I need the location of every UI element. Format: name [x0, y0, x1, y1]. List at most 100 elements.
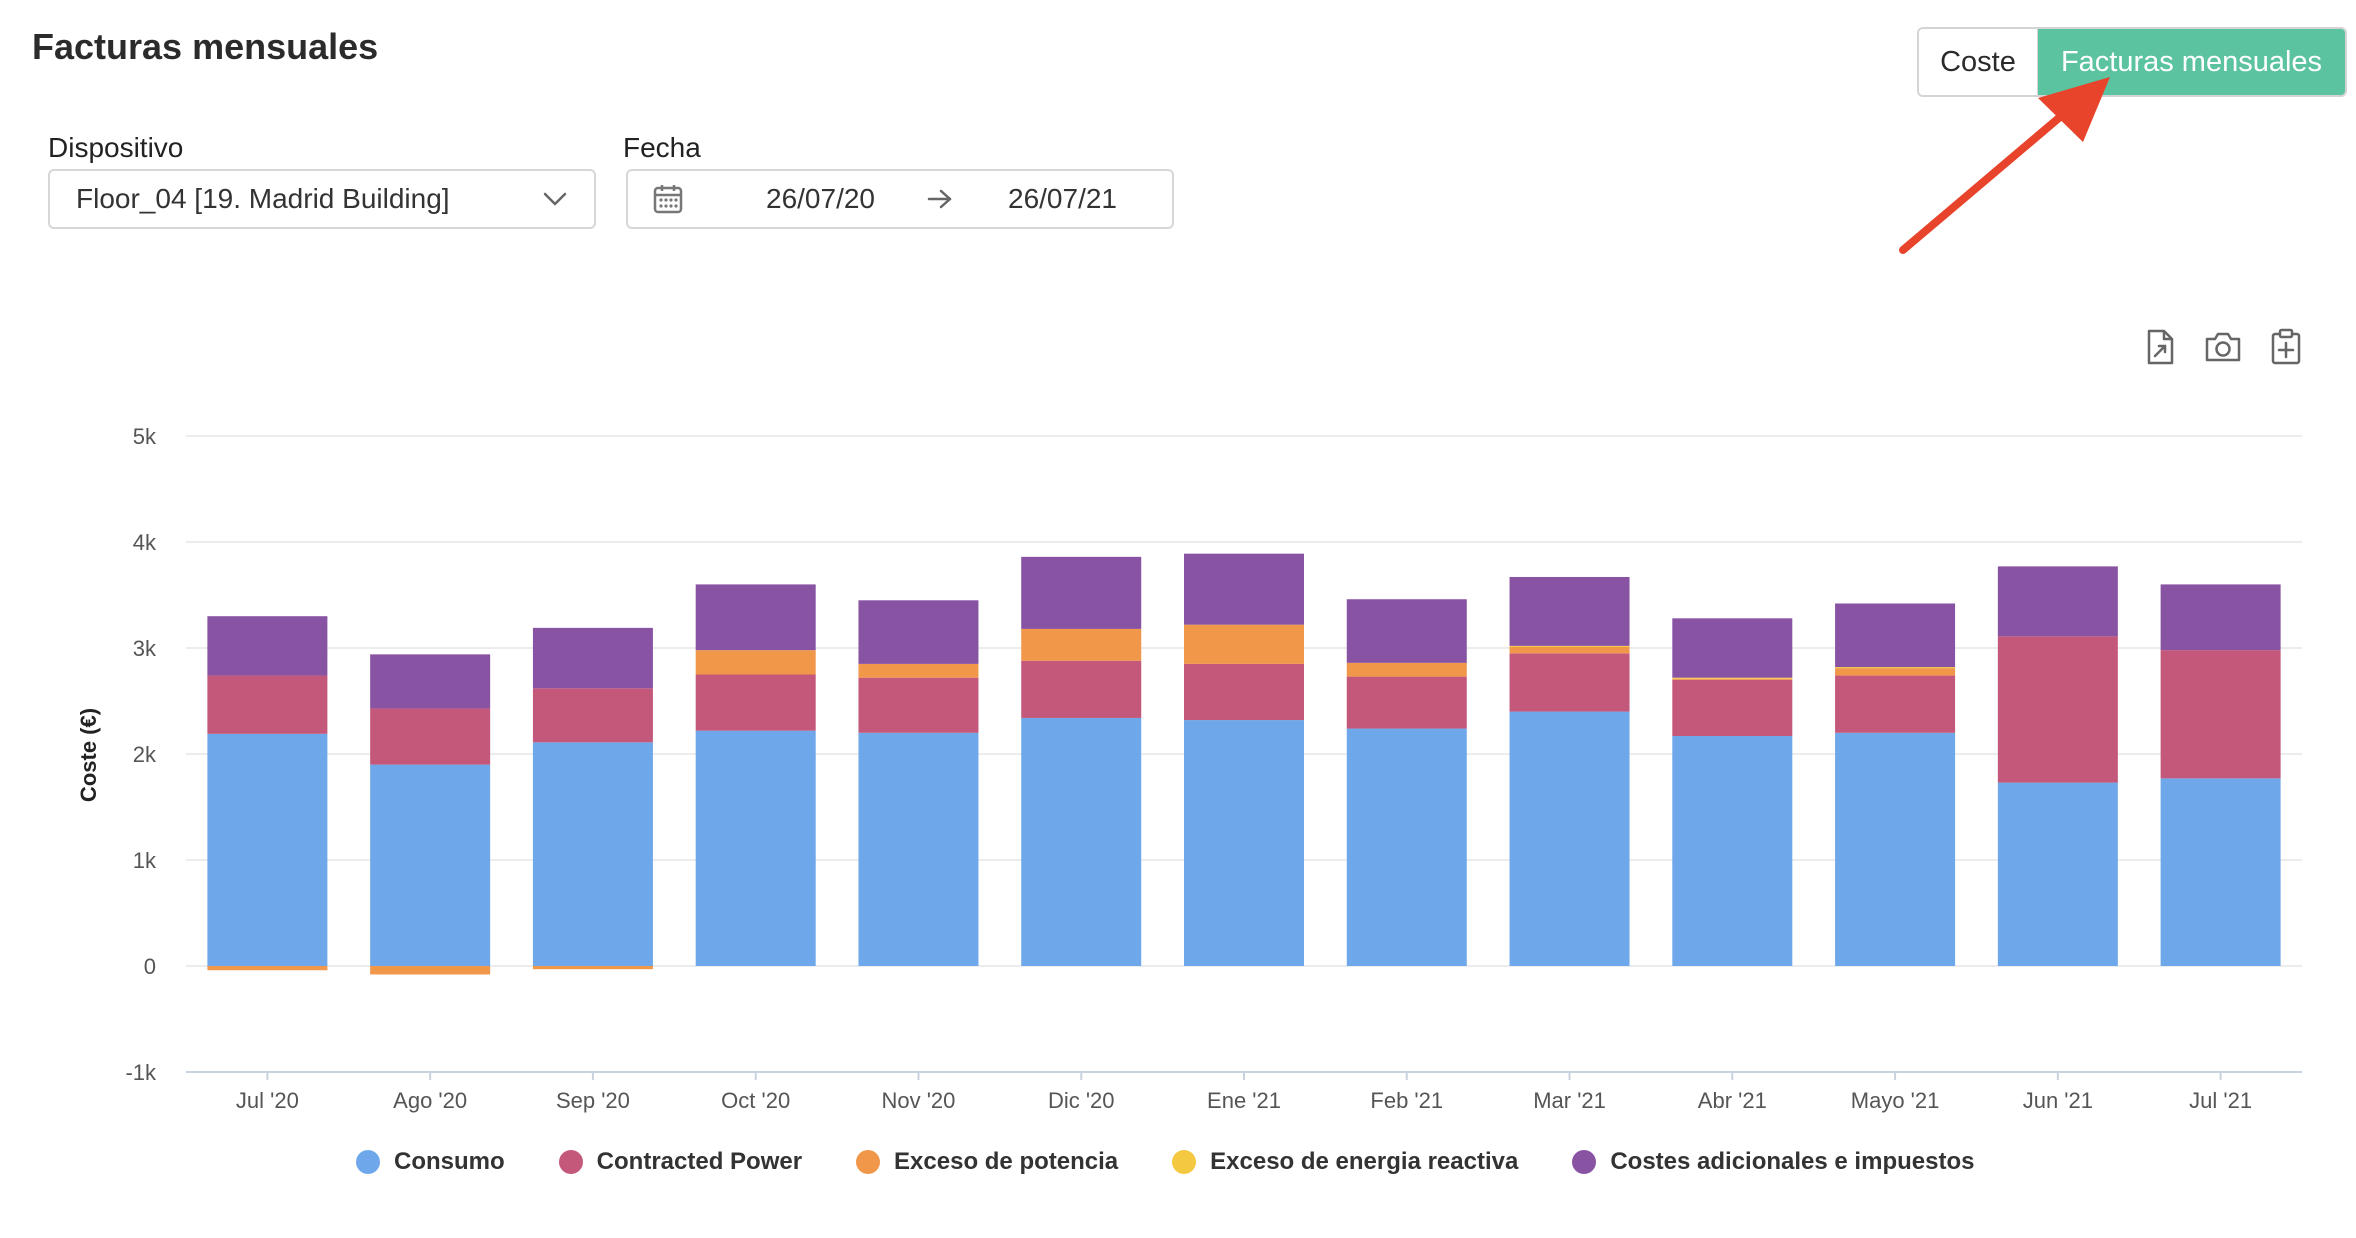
bar-segment[interactable] — [370, 764, 491, 966]
bar-segment[interactable] — [1184, 624, 1304, 664]
bar-segment[interactable] — [2160, 650, 2281, 779]
bar-segment[interactable] — [532, 688, 653, 743]
camera-icon[interactable] — [2203, 327, 2243, 367]
bar-segment[interactable] — [1021, 628, 1142, 661]
legend-marker — [856, 1150, 881, 1174]
bar-segment[interactable] — [1672, 677, 1793, 679]
bar-segment[interactable] — [1021, 660, 1142, 718]
arrow-right-icon — [927, 189, 952, 209]
legend-marker — [356, 1150, 380, 1174]
view-toggle[interactable]: Coste Facturas mensuales — [1917, 27, 2347, 97]
legend-label: Costes adicionales e impuestos — [1610, 1148, 1975, 1175]
bar-segment[interactable] — [1835, 603, 1956, 668]
x-tick-label: Sep '20 — [556, 1088, 630, 1113]
bar-segment[interactable] — [207, 966, 328, 971]
y-tick-label: 5k — [133, 424, 157, 449]
bar-segment[interactable] — [1672, 735, 1793, 966]
chart-legend: Consumo Contracted Power Exceso de potenci… — [356, 1148, 2028, 1176]
legend-marker — [1572, 1150, 1597, 1174]
bar-segment[interactable] — [695, 584, 816, 651]
chevron-down-icon — [543, 192, 567, 206]
date-from[interactable]: 26/07/20 — [766, 183, 875, 214]
bar-segment[interactable] — [532, 742, 653, 966]
bar-segment[interactable] — [1184, 663, 1304, 721]
y-tick-label: 1k — [133, 848, 157, 873]
bar-segment[interactable] — [207, 616, 328, 676]
x-tick-label: Abr '21 — [1698, 1088, 1767, 1113]
x-tick-label: Jul '20 — [236, 1088, 299, 1113]
bar-segment[interactable] — [695, 730, 816, 966]
x-tick-label: Ago '20 — [393, 1088, 467, 1113]
date-label: Fecha — [623, 132, 701, 163]
bar-segment[interactable] — [532, 966, 653, 970]
x-tick-label: Jun '21 — [2023, 1088, 2093, 1113]
bar-segment[interactable] — [1346, 728, 1467, 966]
bar-segment[interactable] — [1184, 720, 1304, 966]
bar-segment[interactable] — [1509, 711, 1630, 966]
legend-item[interactable]: Contracted Power — [558, 1148, 803, 1176]
clipboard-add-icon[interactable] — [2266, 327, 2306, 367]
bar-segment[interactable] — [1835, 675, 1956, 733]
bar-segment[interactable] — [1509, 646, 1630, 654]
bar-segment[interactable] — [695, 650, 816, 675]
bar-segment[interactable] — [1509, 645, 1630, 647]
bar-segment[interactable] — [2160, 778, 2281, 966]
legend-marker — [558, 1150, 583, 1174]
bar-segment[interactable] — [1997, 566, 2118, 637]
bar-segment[interactable] — [858, 663, 979, 678]
bar-segment[interactable] — [1184, 553, 1304, 625]
bar-segment[interactable] — [858, 732, 979, 966]
y-tick-label: 4k — [133, 530, 157, 555]
date-to[interactable]: 26/07/21 — [1008, 183, 1117, 214]
export-file-icon[interactable] — [2140, 327, 2180, 367]
device-value: Floor_04 [19. Madrid Building] — [76, 183, 450, 214]
legend-label: Consumo — [394, 1148, 505, 1175]
calendar-icon — [653, 185, 683, 214]
y-tick-label: 3k — [133, 636, 157, 661]
bar-segment[interactable] — [858, 600, 979, 664]
bar-segment[interactable] — [1346, 599, 1467, 663]
x-tick-label: Mar '21 — [1533, 1088, 1606, 1113]
date-range-picker[interactable]: 26/07/20 26/07/21 — [626, 169, 1174, 229]
bar-segment[interactable] — [1672, 679, 1793, 736]
bar-segment[interactable] — [370, 966, 491, 975]
bar-segment[interactable] — [1672, 678, 1793, 680]
page-title: Facturas mensuales — [32, 26, 379, 67]
bar-segment[interactable] — [1997, 636, 2118, 783]
device-select[interactable]: Floor_04 [19. Madrid Building] — [48, 169, 596, 229]
bar-segment[interactable] — [207, 675, 328, 734]
bar-segment[interactable] — [1835, 668, 1956, 676]
bar-segment[interactable] — [1672, 618, 1793, 678]
legend-item[interactable]: Consumo — [356, 1148, 505, 1176]
bar-segment[interactable] — [1509, 653, 1630, 712]
legend-item[interactable]: Exceso de energia reactiva — [1172, 1148, 1518, 1176]
legend-item[interactable]: Exceso de potencia — [856, 1148, 1118, 1176]
bar-segment[interactable] — [695, 674, 816, 731]
bar-segment[interactable] — [370, 708, 491, 765]
bar-segment[interactable] — [1997, 782, 2118, 966]
bar-segment[interactable] — [2160, 584, 2281, 651]
bar-segment[interactable] — [207, 733, 328, 966]
legend-label: Contracted Power — [596, 1148, 803, 1175]
x-tick-label: Feb '21 — [1370, 1088, 1443, 1113]
bar-segment[interactable] — [1346, 676, 1467, 729]
x-tick-label: Mayo '21 — [1851, 1088, 1940, 1113]
bar-segment[interactable] — [858, 677, 979, 733]
bar-segment[interactable] — [370, 654, 491, 709]
coste-toggle-button[interactable]: Coste — [1919, 29, 2038, 95]
y-axis-title: Coste (€) — [76, 708, 101, 802]
bar-segment[interactable] — [532, 627, 653, 689]
x-tick-label: Ene '21 — [1207, 1088, 1281, 1113]
bar-segment[interactable] — [1835, 732, 1956, 966]
bar-segment[interactable] — [1021, 556, 1142, 629]
bar-segment[interactable] — [1346, 662, 1467, 677]
bar-segment[interactable] — [1021, 717, 1142, 966]
legend-item[interactable]: Costes adicionales e impuestos — [1572, 1148, 1974, 1176]
bar-segment[interactable] — [1509, 576, 1630, 646]
bar-segment[interactable] — [1835, 667, 1956, 669]
x-tick-label: Jul '21 — [2189, 1088, 2252, 1113]
y-tick-label: -1k — [125, 1060, 157, 1085]
facturas-mensuales-toggle-button[interactable]: Facturas mensuales — [2038, 29, 2345, 95]
device-label: Dispositivo — [48, 132, 184, 163]
